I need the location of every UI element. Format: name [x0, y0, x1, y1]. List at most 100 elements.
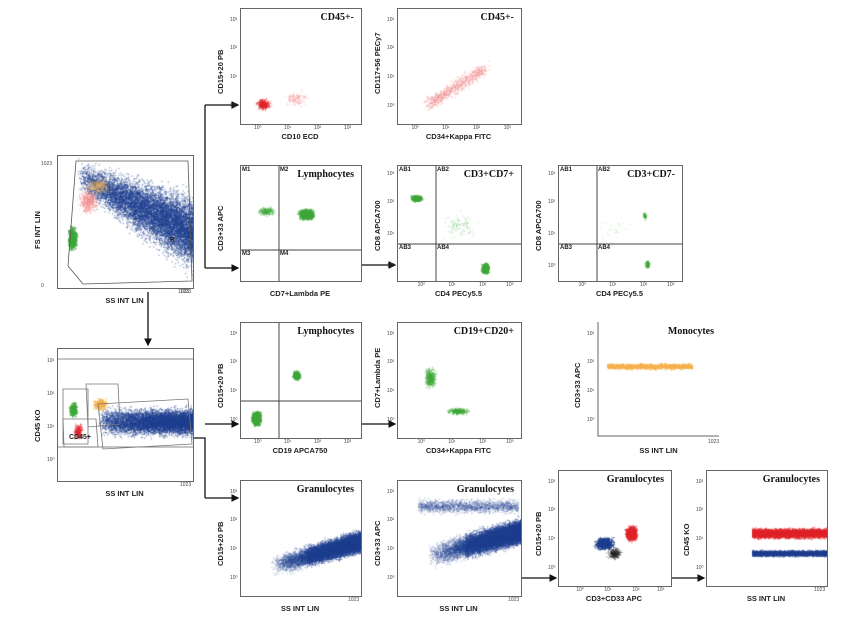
cd3cd7m-y-axis-label: CD8 APCA700 [534, 199, 543, 251]
fs-ss-x-max-tick: 1023 [178, 289, 190, 295]
cd45_ss-y-tick: 10³ [47, 358, 55, 365]
gran2-y-tick: 10² [387, 517, 395, 524]
cd3cd7m-quadrant-label: AB1 [560, 167, 573, 173]
gran1-y-tick: 10³ [230, 488, 238, 495]
gran1-x-axis-label: SS INT LIN [280, 604, 320, 613]
cd45_a-x-tick: 10¹ [284, 125, 292, 131]
lymph2-y-axis-label: CD15+20 PB [216, 363, 225, 408]
cd3cd7m-x-tick: 10⁰ [578, 282, 587, 288]
cd45_b-gates [398, 9, 521, 124]
cd45_a-x-tick: 10² [314, 125, 322, 131]
cd19cd20-plot [397, 322, 522, 439]
cd19cd20-y-axis-label: CD7+Lambda PE [373, 347, 382, 408]
gran3-plot [558, 470, 672, 587]
mono-gates [597, 322, 719, 437]
cd3cd7m-quadrant-label: AB2 [598, 167, 611, 173]
cd45_ss-x-max-tick: 1023 [180, 482, 192, 488]
gate-region [67, 160, 193, 285]
gran1-y-tick: 10⁰ [230, 574, 238, 581]
lymph2-x-tick: 10⁰ [254, 439, 262, 445]
cd19cd20-y-tick: 10³ [387, 330, 395, 337]
cd45_ss-x-axis-label: SS INT LIN [105, 489, 144, 498]
lymph2-y-tick: 10⁰ [230, 416, 238, 423]
gran1-y-tick: 10¹ [230, 546, 238, 552]
gran3-x-tick: 10⁰ [576, 587, 584, 593]
gran4-x-axis-label: SS INT LIN [746, 594, 786, 603]
lymph2-x-tick: 10¹ [284, 439, 292, 445]
cd45_a-gates [241, 9, 361, 124]
cd3cd7p-gates [398, 166, 521, 281]
cd3cd7p-title: CD3+CD7+ [463, 169, 514, 180]
cd19cd20-x-tick: 10³ [506, 439, 514, 445]
cd19cd20-title: CD19+CD20+ [453, 326, 514, 337]
mono-x-axis-label: SS INT LIN [639, 446, 678, 455]
fs-ss-y-tick: 1023 [41, 161, 53, 167]
mono-y-axis-label: CD3+33 APC [573, 362, 582, 408]
cd3cd7p-y-tick: 10⁰ [387, 263, 395, 270]
gran1-title: Granulocytes [296, 484, 354, 495]
fs_ss-x-axis-label: SS INT LIN [105, 296, 144, 305]
lymph1-quadrant-label: M2 [280, 167, 289, 173]
cd3cd7p-x-tick: 10² [479, 282, 487, 288]
cd3cd7p-y-axis-label: CD8 APCA700 [373, 199, 382, 251]
cd45_a-y-tick: 10⁰ [230, 102, 238, 109]
cd45_ss-y-tick: 10² [47, 391, 55, 398]
gran3-y-tick: 10³ [548, 478, 556, 485]
lymph1-quadrant-label: M3 [242, 251, 251, 257]
gran4-gates [707, 471, 827, 586]
fs_ss-x-max-tick: 1023 [180, 289, 192, 295]
cd45_ss-scatter [58, 349, 193, 481]
cd3cd7p-scatter [398, 166, 521, 281]
cd45_ss-y-axis-label: CD45 KO [33, 409, 42, 442]
cd3cd7p-quadrant-label: AB4 [437, 245, 450, 251]
mono-y-tick: 10¹ [587, 388, 595, 394]
gran3-y-tick: 10¹ [548, 536, 556, 542]
cd45_b-y-tick: 10⁰ [387, 102, 395, 109]
fs-ss-y-tick: 0 [41, 283, 44, 289]
lymph1-x-axis-label: CD7+Lambda PE [269, 289, 331, 298]
cd45_a-y-tick: 10³ [230, 16, 238, 23]
lymph2-gates [241, 323, 361, 438]
cd3cd7m-quadrant-label: AB4 [598, 245, 611, 251]
gran2-y-tick: 10⁰ [387, 574, 395, 581]
lymph1-quadrant-label: M4 [280, 251, 289, 257]
gran2-x-axis-label: SS INT LIN [439, 604, 478, 613]
cd3cd7m-gates [559, 166, 682, 281]
cd45_ss-y-tick: 10¹ [47, 424, 55, 431]
cd45_b-y-tick: 10³ [387, 16, 395, 23]
gran3-gates [559, 471, 671, 586]
gran3-scatter [559, 471, 671, 586]
cd3cd7p-quadrant-label: AB3 [399, 245, 412, 251]
cd3cd7p-y-tick: 10³ [387, 171, 395, 178]
gran4-title: Granulocytes [762, 474, 820, 485]
gran1-gates [241, 481, 361, 596]
cd45-gate-label: CD45+ [69, 434, 91, 441]
lymph2-plot [240, 322, 362, 439]
gran4-y-tick: 10⁰ [696, 564, 704, 571]
gate-region [62, 418, 99, 448]
cd19cd20-y-tick: 10⁰ [387, 416, 395, 423]
gran3-title: Granulocytes [606, 474, 664, 485]
cd45_b-x-tick: 10¹ [442, 125, 450, 131]
cd45_b-title: CD45+- [480, 12, 514, 23]
cd45_a-y-axis-label: CD15+20 PB [216, 49, 225, 94]
lymph1-y-axis-label: CD3+33 APC [216, 205, 225, 251]
mono-y-tick: 10³ [587, 330, 595, 337]
cd45_ss-y-tick: 10⁰ [47, 457, 55, 464]
cd3cd7p-quadrant-label: AB2 [437, 167, 450, 173]
gran1-y-tick: 10² [230, 517, 238, 524]
cd19cd20-y-tick: 10¹ [387, 388, 395, 394]
fs_ss-plot [57, 155, 194, 289]
gran1-plot [240, 480, 362, 597]
fs_ss-gates [67, 160, 193, 285]
fs-ss-gate-label: R [170, 237, 176, 244]
lymph2-y-tick: 10¹ [230, 388, 238, 394]
cd45_b-x-tick: 10³ [503, 125, 511, 131]
cd3cd7p-quadrant-label: AB1 [399, 167, 412, 173]
lymph1-quadrant-label: M1 [242, 167, 251, 173]
cd3cd7m-y-tick: 10³ [548, 171, 556, 178]
cd45_a-title: CD45+- [320, 12, 354, 23]
lymph2-y-tick: 10² [230, 359, 238, 366]
cd3cd7m-x-tick: 10¹ [609, 282, 617, 288]
